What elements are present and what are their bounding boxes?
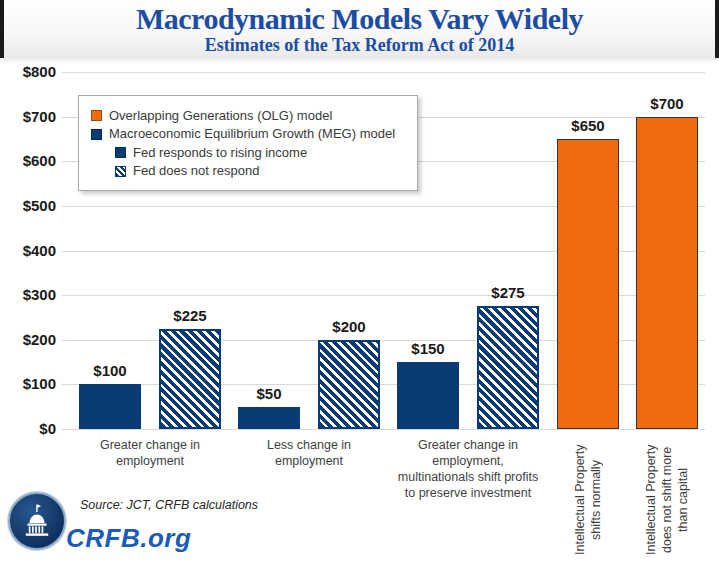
- y-tick-label: $600: [4, 151, 56, 171]
- chart-header: Macrodynamic Models Vary Widely Estimate…: [0, 0, 719, 58]
- legend-label: Fed responds to rising income: [133, 145, 307, 161]
- x-category-label-rotated-wrap: Intellectual Property does not shift mor…: [625, 436, 709, 564]
- x-category-label: Intellectual Property shifts normally: [572, 436, 604, 564]
- legend-item: Macroeconomic Equilibrium Growth (MEG) m…: [91, 126, 407, 142]
- legend-item: Overlapping Generations (OLG) model: [91, 108, 407, 124]
- legend-label: Overlapping Generations (OLG) model: [109, 108, 332, 124]
- y-tick-label: $700: [4, 107, 56, 127]
- legend-item: Fed does not respond: [115, 163, 407, 179]
- bar-value-label: $650: [543, 116, 633, 136]
- navy-legend-swatch-icon: [115, 147, 126, 158]
- chart-subtitle: Estimates of the Tax Reform Act of 2014: [0, 35, 719, 55]
- x-category-label-rotated-wrap: Intellectual Property shifts normally: [546, 436, 630, 564]
- x-category-label: Intellectual Property does not shift mor…: [643, 436, 691, 564]
- legend-box: Overlapping Generations (OLG) model Macro…: [78, 95, 418, 191]
- x-category-label: Greater change in employment, multinatio…: [378, 437, 558, 501]
- bar-olg: [557, 139, 619, 429]
- y-tick-label: $300: [4, 285, 56, 305]
- y-tick-label: $400: [4, 241, 56, 261]
- source-note: Source: JCT, CRFB calculations: [80, 498, 258, 513]
- bar-solid: [397, 362, 459, 429]
- bar-value-label: $225: [145, 306, 235, 326]
- bar-hatched: [318, 340, 380, 429]
- bar-solid: [238, 407, 300, 429]
- bar-hatched: [159, 329, 221, 429]
- olg-legend-swatch-icon: [91, 110, 102, 121]
- footer: Source: JCT, CRFB calculations CRFB.org: [8, 492, 258, 554]
- chart-title: Macrodynamic Models Vary Widely: [0, 0, 719, 35]
- legend-item: Fed responds to rising income: [115, 145, 407, 161]
- legend-label: Fed does not respond: [133, 163, 259, 179]
- bar-solid: [79, 384, 141, 429]
- crfb-org-wordmark: CRFB.org: [66, 523, 258, 554]
- gridline: [62, 429, 705, 430]
- bar-value-label: $700: [622, 94, 712, 114]
- gridline: [62, 72, 705, 73]
- bar-value-label: $100: [65, 361, 155, 381]
- x-category-label: Less change in employment: [219, 437, 399, 469]
- y-tick-label: $500: [4, 196, 56, 216]
- y-tick-label: $800: [4, 62, 56, 82]
- x-category-label: Greater change in employment: [60, 437, 240, 469]
- bar-value-label: $200: [304, 317, 394, 337]
- crfb-capitol-logo: [8, 492, 66, 550]
- header-right-edge: [715, 0, 719, 58]
- navy-legend-swatch-icon: [91, 129, 102, 140]
- bar-value-label: $50: [224, 384, 314, 404]
- y-tick-label: $0: [4, 419, 56, 439]
- bar-olg: [636, 117, 698, 429]
- bar-value-label: $275: [463, 283, 553, 303]
- header-left-edge: [0, 0, 4, 58]
- y-tick-label: $100: [4, 374, 56, 394]
- hatch-legend-swatch-icon: [115, 166, 126, 177]
- capitol-icon: [15, 499, 59, 543]
- chart-page: $0 $100 $200 $300 $400 $500 $600 $700 $800 $100 $…: [0, 0, 719, 567]
- plot-area: $0 $100 $200 $300 $400 $500 $600 $700 $800 $100 $…: [0, 0, 719, 567]
- legend-label: Macroeconomic Equilibrium Growth (MEG) m…: [109, 126, 395, 142]
- bar-value-label: $150: [383, 339, 473, 359]
- bar-hatched: [477, 306, 539, 429]
- y-tick-label: $200: [4, 330, 56, 350]
